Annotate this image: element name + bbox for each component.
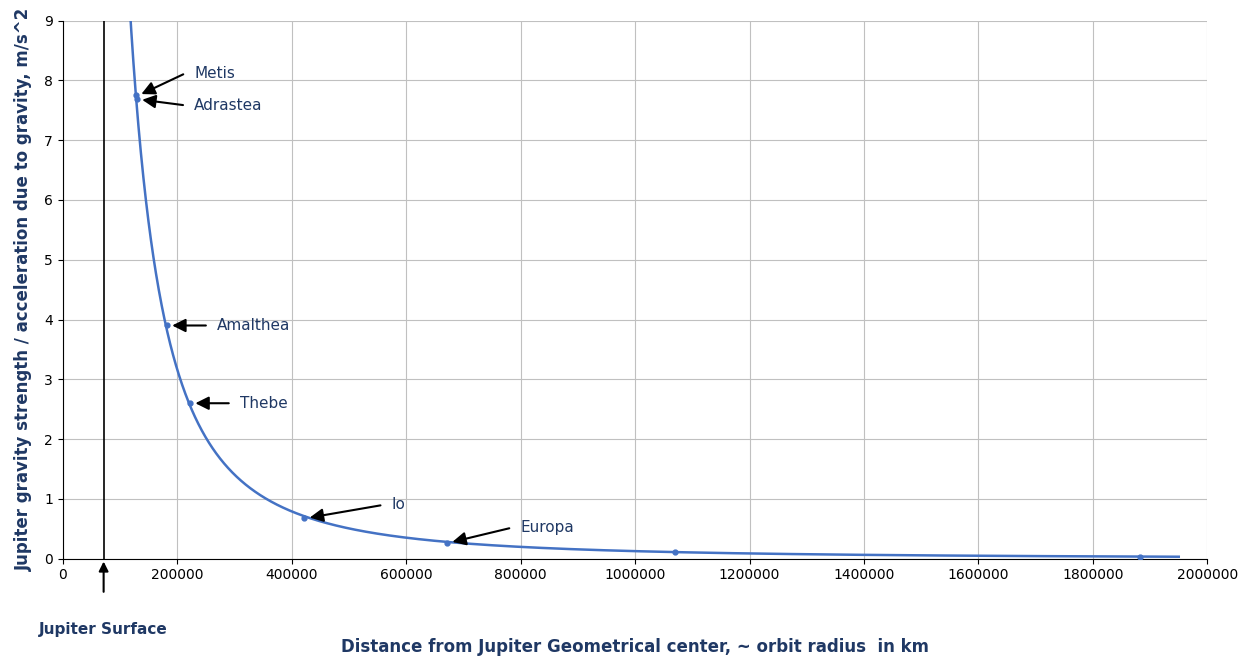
X-axis label: Distance from Jupiter Geometrical center, ~ orbit radius  in km: Distance from Jupiter Geometrical center… — [341, 638, 928, 656]
Text: Jupiter Surface: Jupiter Surface — [39, 621, 168, 637]
Text: Metis: Metis — [194, 66, 236, 81]
Text: Amalthea: Amalthea — [217, 318, 291, 333]
Text: Adrastea: Adrastea — [194, 98, 263, 113]
Y-axis label: Jupiter gravity strength / acceleration due to gravity, m/s^2: Jupiter gravity strength / acceleration … — [15, 8, 33, 571]
Text: Europa: Europa — [520, 520, 574, 535]
Text: Io: Io — [392, 497, 406, 513]
Text: Thebe: Thebe — [241, 396, 288, 411]
